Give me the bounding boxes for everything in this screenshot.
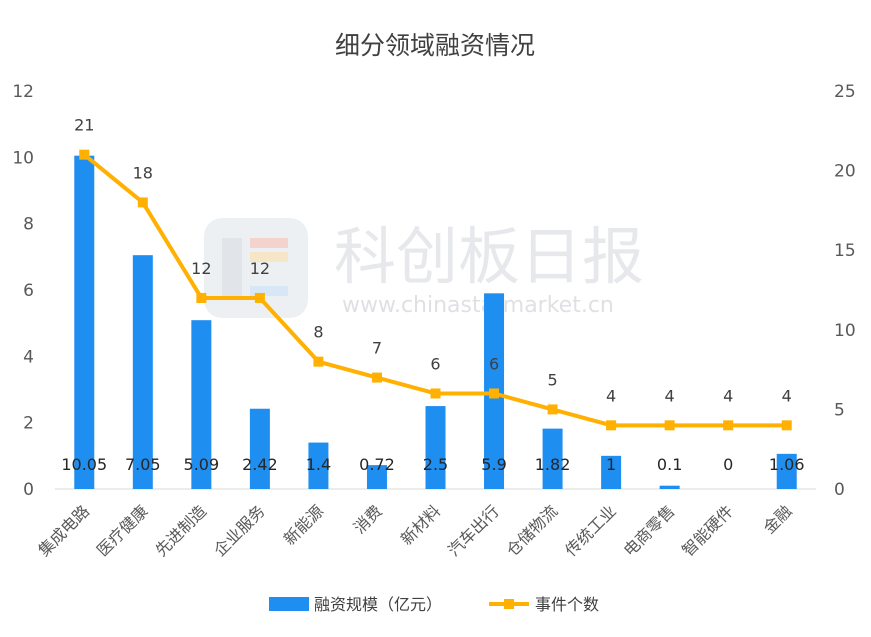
- line-value-label: 5: [547, 370, 557, 389]
- bar: [542, 428, 563, 489]
- bar: [366, 465, 387, 489]
- watermark-logo-mark-yellow: [250, 252, 288, 262]
- category-label: 金融: [759, 501, 795, 537]
- category-label: 集成电路: [34, 501, 93, 560]
- left-tick-label: 10: [12, 148, 34, 168]
- chart-title: 细分领域融资情况: [335, 31, 535, 60]
- legend-bar-swatch: [269, 597, 309, 611]
- line-value-label: 8: [313, 323, 323, 342]
- left-tick-label: 6: [23, 281, 34, 301]
- line-point: [606, 420, 617, 431]
- right-tick-label: 15: [834, 241, 856, 261]
- bar: [249, 408, 270, 489]
- legend: 融资规模（亿元） 事件个数: [269, 595, 599, 614]
- bar-series: [74, 155, 797, 490]
- line-value-label: 12: [250, 259, 270, 278]
- legend-line-marker: [504, 599, 514, 609]
- bar: [776, 453, 797, 489]
- right-tick-label: 10: [834, 321, 856, 341]
- category-label: 消费: [350, 501, 386, 537]
- right-tick-label: 0: [834, 480, 845, 500]
- line-point: [79, 149, 90, 160]
- line-point: [781, 420, 792, 431]
- category-label: 企业服务: [210, 501, 269, 560]
- bar: [659, 485, 680, 489]
- left-axis: 0 2 4 6 8 10 12: [12, 82, 34, 500]
- watermark-url: www.chinastarmarket.cn: [342, 293, 614, 318]
- category-label: 仓储物流: [503, 501, 562, 560]
- bar-value-label: 7.05: [125, 455, 161, 474]
- legend-bar-label: 融资规模（亿元）: [314, 595, 442, 614]
- category-label: 先进制造: [151, 501, 210, 560]
- line-value-label: 6: [489, 354, 499, 373]
- line-value-label: 6: [430, 354, 440, 373]
- line-point: [254, 292, 265, 303]
- category-label: 传统工业: [561, 501, 620, 560]
- line-value-label: 4: [723, 386, 733, 405]
- bar-value-label: 2.42: [242, 455, 278, 474]
- line-point: [196, 292, 207, 303]
- right-axis: 0 5 10 15 20 25: [834, 82, 856, 500]
- bar-value-label: 10.05: [61, 455, 107, 474]
- line-value-label: 7: [372, 339, 382, 358]
- bar-value-label: 0: [723, 455, 733, 474]
- line-series: 21 18 12 12 8 7 6 6 5 4 4 4 4: [74, 116, 792, 431]
- right-tick-label: 20: [834, 162, 856, 182]
- bar-value-label: 2.5: [423, 455, 448, 474]
- bar-value-label: 5.9: [481, 455, 506, 474]
- legend-line-label: 事件个数: [535, 595, 599, 614]
- watermark-brand: 科创板日报: [334, 220, 644, 293]
- line-value-label: 21: [74, 116, 94, 135]
- bar-value-label: 1.4: [306, 455, 331, 474]
- bar-value-label: 5.09: [184, 455, 220, 474]
- bar: [191, 320, 212, 489]
- line-point: [489, 388, 500, 399]
- line-point: [547, 404, 558, 415]
- category-label: 汽车出行: [444, 501, 503, 560]
- line-point: [371, 372, 382, 383]
- bar-value-label: 0.1: [657, 455, 682, 474]
- watermark-logo-mark-blue: [250, 286, 288, 296]
- line-value-label: 4: [606, 386, 616, 405]
- category-label: 电商零售: [620, 501, 679, 560]
- category-label: 智能硬件: [678, 501, 737, 560]
- right-tick-label: 5: [834, 400, 845, 420]
- left-tick-label: 12: [12, 82, 34, 102]
- watermark: 科创板日报 www.chinastarmarket.cn: [204, 218, 644, 318]
- bar: [425, 406, 446, 489]
- line-value-label: 4: [782, 386, 792, 405]
- watermark-logo-mark-red: [250, 238, 288, 248]
- bar-value-labels: 10.05 7.05 5.09 2.42 1.4 0.72 2.5 5.9 1.82 1 0.1 0 1…: [61, 455, 804, 474]
- category-label: 医疗健康: [93, 501, 152, 560]
- category-labels: 集成电路 医疗健康 先进制造 企业服务 新能源 消费 新材料 汽车出行 仓储物流 传统工业 电商零售…: [34, 501, 795, 560]
- line-value-label: 18: [133, 163, 153, 182]
- line-value-label: 12: [191, 259, 211, 278]
- bar: [308, 442, 329, 489]
- line-point: [723, 420, 734, 431]
- line-point: [430, 388, 441, 399]
- left-tick-label: 2: [23, 414, 34, 434]
- bar: [601, 455, 622, 489]
- category-label: 新材料: [397, 501, 444, 548]
- right-tick-label: 25: [834, 82, 856, 102]
- bar-value-label: 0.72: [359, 455, 395, 474]
- bar-value-label: 1: [606, 455, 616, 474]
- bar-value-label: 1.06: [769, 455, 805, 474]
- category-label: 新能源: [280, 501, 327, 548]
- left-tick-label: 0: [23, 480, 34, 500]
- watermark-logo-mark: [222, 238, 242, 300]
- bar: [132, 255, 153, 489]
- left-tick-label: 4: [23, 347, 34, 367]
- line-point: [313, 356, 324, 367]
- bar: [74, 155, 95, 490]
- line-point: [137, 197, 148, 208]
- line-value-label: 4: [665, 386, 675, 405]
- left-tick-label: 8: [23, 215, 34, 235]
- line-point: [664, 420, 675, 431]
- bar-value-label: 1.82: [535, 455, 571, 474]
